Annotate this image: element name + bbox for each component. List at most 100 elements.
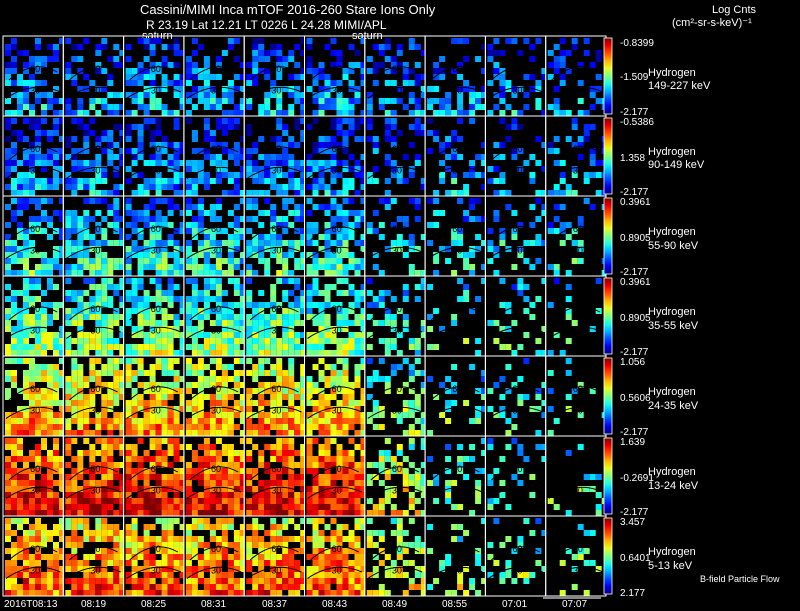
contour-label-30: 30 [332, 246, 342, 256]
contour-label-30: 30 [332, 166, 342, 176]
contour-label-60: 60 [573, 224, 583, 234]
panel-r2-c0: 30 60 [5, 198, 65, 276]
contour-label-30: 30 [452, 566, 462, 576]
flow-indicator [543, 596, 601, 599]
contour-label-60: 60 [392, 544, 402, 554]
contour-label-30: 30 [332, 406, 342, 416]
panel-r1-c2: 30 60 [126, 118, 186, 196]
contour-label-60: 60 [392, 464, 402, 474]
panel-r6-c8: 30 60 [487, 518, 547, 584]
contour-label-60: 60 [151, 64, 161, 74]
contour-label-60: 60 [271, 544, 281, 554]
contour-label-30: 30 [151, 486, 161, 496]
contour-label-60: 60 [90, 384, 100, 394]
contour-label-60: 60 [151, 144, 161, 154]
contour-label-30: 30 [332, 486, 342, 496]
contour-label-30: 30 [513, 166, 523, 176]
contour-label-60: 60 [332, 464, 342, 474]
contour-label-60: 60 [452, 144, 462, 154]
colorbar-0 [604, 38, 612, 114]
contour-label-30: 30 [90, 86, 100, 96]
contour-label-60: 60 [332, 224, 342, 234]
panel-r5-c6: 30 60 [367, 438, 427, 516]
contour-label-60: 60 [151, 384, 161, 394]
contour-label-60: 60 [90, 224, 100, 234]
contour-label-60: 60 [573, 384, 583, 394]
contour-label-60: 60 [392, 144, 402, 154]
contour-label-30: 30 [30, 246, 40, 256]
contour-label-60: 60 [271, 304, 281, 314]
contour-label-30: 30 [452, 246, 462, 256]
panel-r4-c5: 30 60 [307, 358, 367, 436]
contour-label-60: 60 [513, 544, 523, 554]
contour-label-60: 60 [452, 64, 462, 74]
contour-label-30: 30 [271, 86, 281, 96]
colorbar-6 [604, 518, 612, 594]
contour-label-60: 60 [30, 384, 40, 394]
contour-label-30: 30 [211, 406, 221, 416]
panel-r2-c8: 30 60 [487, 198, 547, 276]
contour-label-30: 30 [513, 486, 523, 496]
contour-label-30: 30 [452, 326, 462, 336]
contour-label-60: 60 [513, 384, 523, 394]
contour-label-60: 60 [271, 224, 281, 234]
contour-label-30: 30 [392, 86, 402, 96]
contour-label-30: 30 [513, 566, 523, 576]
contour-label-60: 60 [211, 304, 221, 314]
contour-label-30: 30 [151, 326, 161, 336]
contour-label-30: 30 [151, 166, 161, 176]
contour-label-30: 30 [452, 406, 462, 416]
contour-label-30: 30 [151, 246, 161, 256]
contour-label-60: 60 [30, 224, 40, 234]
contour-label-30: 30 [90, 486, 100, 496]
panel-r2-c1: 30 60 [65, 198, 125, 276]
contour-label-60: 60 [151, 304, 161, 314]
contour-label-30: 30 [513, 246, 523, 256]
contour-label-30: 30 [30, 566, 40, 576]
contour-label-30: 30 [392, 326, 402, 336]
contour-label-30: 30 [30, 326, 40, 336]
contour-label-60: 60 [513, 144, 523, 154]
contour-label-60: 60 [332, 384, 342, 394]
panel-r4-c0: 30 60 [5, 358, 65, 436]
contour-label-30: 30 [30, 486, 40, 496]
contour-label-30: 30 [392, 246, 402, 256]
contour-label-60: 60 [513, 64, 523, 74]
contour-label-30: 30 [90, 246, 100, 256]
contour-label-30: 30 [513, 86, 523, 96]
contour-label-60: 60 [90, 304, 100, 314]
contour-label-30: 30 [30, 406, 40, 416]
panel-r5-c5: 30 60 [307, 438, 367, 516]
contour-label-30: 30 [151, 86, 161, 96]
contour-label-30: 30 [392, 406, 402, 416]
contour-label-30: 30 [452, 166, 462, 176]
contour-label-30: 30 [211, 326, 221, 336]
contour-label-30: 30 [392, 486, 402, 496]
colorbar-5 [604, 438, 612, 514]
contour-label-30: 30 [573, 86, 583, 96]
contour-label-60: 60 [513, 224, 523, 234]
contour-label-30: 30 [452, 486, 462, 496]
contour-label-30: 30 [573, 486, 583, 496]
